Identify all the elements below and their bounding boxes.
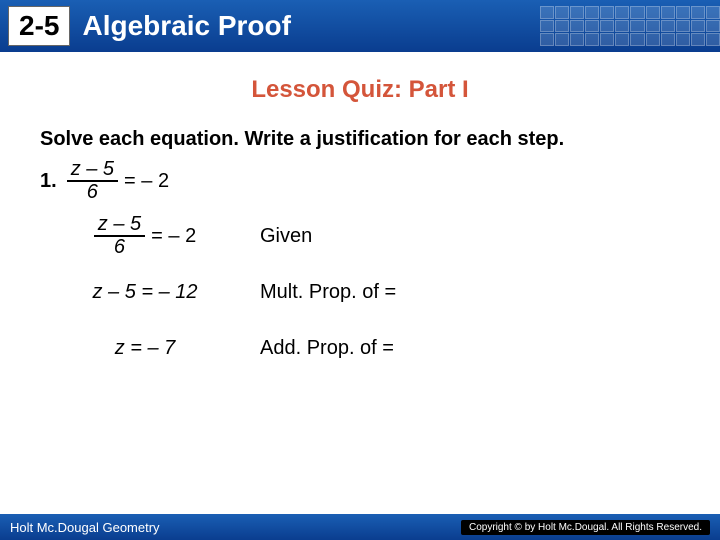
step-justification: Mult. Prop. of =	[260, 281, 396, 304]
step-fraction: z – 5 6	[94, 214, 145, 258]
step-equation: z – 5 6 = – 2	[40, 214, 250, 258]
instruction-text: Solve each equation. Write a justificati…	[40, 126, 680, 153]
fraction-numerator: z – 5	[94, 214, 145, 237]
step-justification: Add. Prop. of =	[260, 337, 394, 360]
copyright-text: Copyright © by Holt Mc.Dougal. All Right…	[469, 522, 702, 533]
step-row: z – 5 = – 12 Mult. Prop. of =	[40, 269, 680, 315]
header-title: Algebraic Proof	[82, 10, 290, 42]
lesson-number-box: 2-5	[8, 6, 70, 46]
fraction-denominator: 6	[83, 182, 102, 203]
step-row: z – 5 6 = – 2 Given	[40, 213, 680, 259]
footer-left-text: Holt Mc.Dougal Geometry	[10, 520, 160, 535]
problem-rhs: = – 2	[124, 170, 169, 193]
step-row: z = – 7 Add. Prop. of =	[40, 325, 680, 371]
header-grid-decoration	[540, 6, 720, 46]
problem-fraction: z – 5 6	[67, 159, 118, 203]
problem-statement: 1. z – 5 6 = – 2	[40, 159, 680, 203]
step-plain-equation: z = – 7	[115, 337, 176, 360]
step-equation: z – 5 = – 12	[40, 281, 250, 304]
step-justification: Given	[260, 225, 312, 248]
step-rhs: = – 2	[151, 225, 196, 248]
footer-copyright: Copyright © by Holt Mc.Dougal. All Right…	[461, 520, 710, 535]
footer-bar: Holt Mc.Dougal Geometry Copyright © by H…	[0, 514, 720, 540]
fraction-numerator: z – 5	[67, 159, 118, 182]
step-plain-equation: z – 5 = – 12	[92, 281, 197, 304]
lesson-subtitle: Lesson Quiz: Part I	[0, 76, 720, 104]
step-equation: z = – 7	[40, 337, 250, 360]
content-area: Solve each equation. Write a justificati…	[0, 104, 720, 371]
fraction-denominator: 6	[110, 237, 129, 258]
problem-number: 1.	[40, 170, 57, 193]
lesson-number: 2-5	[19, 10, 59, 41]
header-bar: 2-5 Algebraic Proof	[0, 0, 720, 52]
proof-steps: z – 5 6 = – 2 Given z – 5 = – 12 Mult. P…	[40, 213, 680, 371]
